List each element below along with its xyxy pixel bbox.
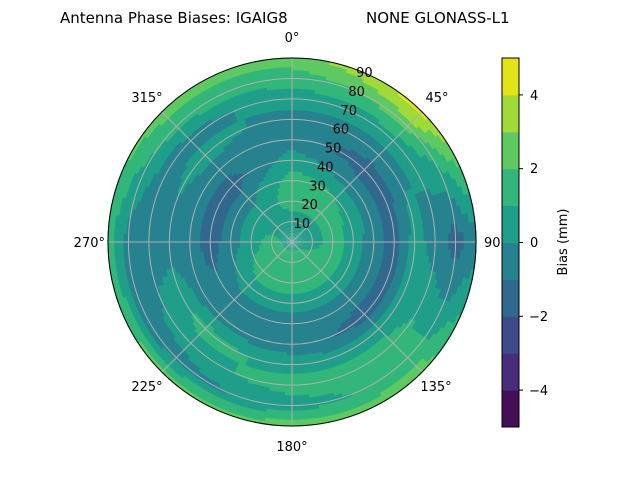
title-left: Antenna Phase Biases: IGAIG8	[60, 9, 288, 27]
title-right: NONE GLONASS-L1	[366, 9, 510, 27]
